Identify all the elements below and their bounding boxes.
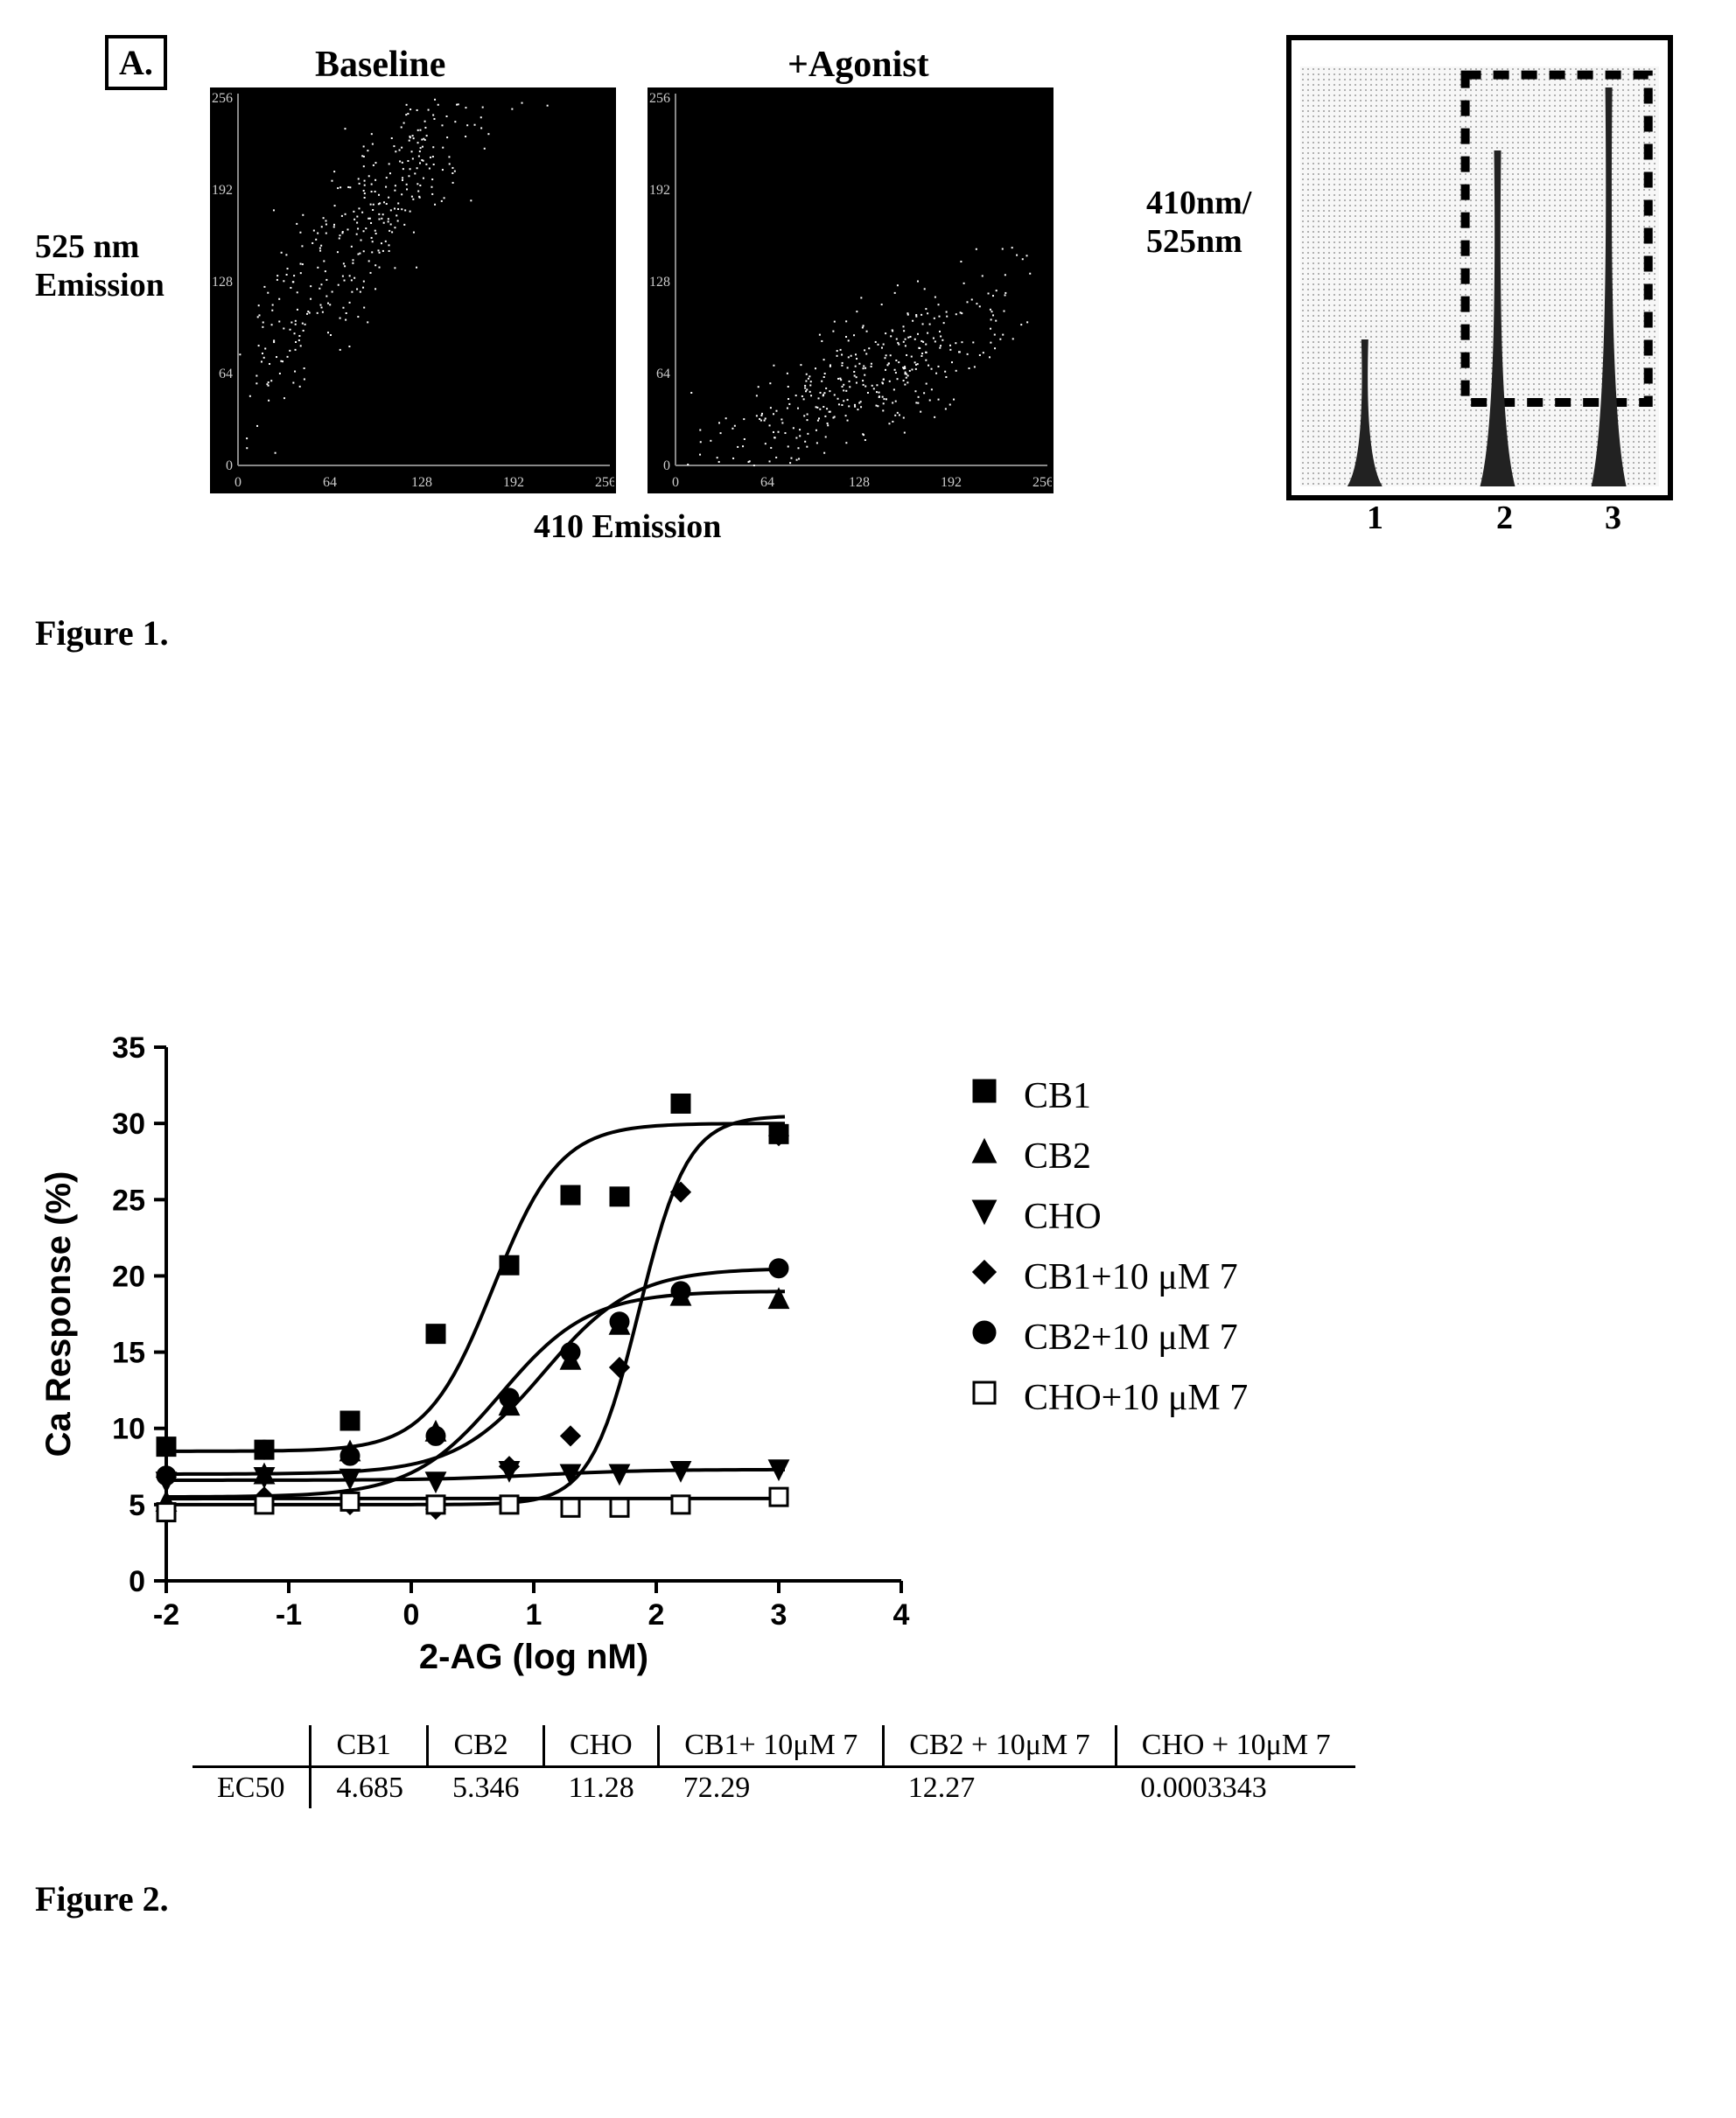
table-header: CB1+ 10μM 7	[659, 1725, 884, 1767]
svg-text:4: 4	[893, 1598, 910, 1632]
svg-text:3: 3	[771, 1598, 788, 1632]
svg-text:25: 25	[112, 1184, 145, 1217]
svg-text:2: 2	[648, 1598, 665, 1632]
figure-1-caption: Figure 1.	[35, 612, 1701, 654]
svg-text:192: 192	[941, 475, 962, 490]
table-header: CB1	[311, 1725, 428, 1767]
table-row-label: EC50	[192, 1767, 311, 1809]
legend-marker-icon	[962, 1073, 1006, 1118]
legend-marker-icon	[962, 1134, 1006, 1178]
svg-text:0: 0	[129, 1565, 145, 1598]
panel-b-tick: 2	[1496, 499, 1513, 537]
panel-a-agonist-title: +Agonist	[788, 44, 929, 86]
legend-marker-icon	[962, 1315, 1006, 1360]
svg-text:64: 64	[323, 475, 337, 490]
panel-a-baseline-plot: 00 64 64 128 128 192 192 256 256	[210, 87, 616, 493]
svg-text:5: 5	[129, 1489, 145, 1522]
svg-text:0: 0	[403, 1598, 420, 1632]
svg-text:2-AG (log nM): 2-AG (log nM)	[419, 1638, 648, 1676]
svg-text:64: 64	[656, 367, 670, 381]
legend-label: CB1+10 μM 7	[1024, 1256, 1238, 1298]
legend-item: CHO	[962, 1194, 1248, 1239]
figure-1: A. Baseline +Agonist 525 nm Emission 006…	[35, 35, 1698, 595]
svg-text:128: 128	[649, 275, 670, 290]
table-cell: 12.27	[884, 1767, 1116, 1809]
panel-b-tick: 3	[1605, 499, 1621, 537]
svg-text:35: 35	[112, 1031, 145, 1065]
svg-text:192: 192	[503, 475, 524, 490]
legend-label: CHO	[1024, 1196, 1102, 1238]
panel-b-plot-area	[1300, 66, 1659, 486]
legend-item: CHO+10 μM 7	[962, 1375, 1248, 1420]
table-header: CHO	[543, 1725, 658, 1767]
svg-text:256: 256	[1032, 475, 1052, 490]
table-header: CHO + 10μM 7	[1116, 1725, 1354, 1767]
svg-text:-2: -2	[153, 1598, 179, 1632]
panel-a-y-axis-label: 525 nm Emission	[35, 227, 164, 304]
figure-2: -2 -1 0 1 2 3 4 0 5 10 15 20 25 30 35 2-AG (log nM) Ca R…	[35, 1021, 1698, 1919]
svg-text:192: 192	[212, 183, 233, 198]
panel-a-label: A.	[105, 35, 167, 90]
table-cell: 4.685	[311, 1767, 428, 1809]
table-cell: 0.0003343	[1116, 1767, 1354, 1809]
svg-text:0: 0	[234, 475, 242, 490]
svg-text:15: 15	[112, 1337, 145, 1370]
svg-text:0: 0	[672, 475, 679, 490]
legend-item: CB1+10 μM 7	[962, 1255, 1248, 1299]
svg-text:64: 64	[760, 475, 774, 490]
dose-response-chart: -2 -1 0 1 2 3 4 0 5 10 15 20 25 30 35 2-AG (log nM) Ca R…	[35, 1021, 928, 1690]
svg-text:1: 1	[526, 1598, 542, 1632]
svg-text:0: 0	[663, 458, 670, 473]
panel-a-agonist-plot: 00 64 64 128 128 192 192 256 256	[648, 87, 1054, 493]
panel-b-tick: 1	[1367, 499, 1383, 537]
panel-a-x-axis-label: 410 Emission	[534, 507, 721, 546]
svg-text:10: 10	[112, 1413, 145, 1446]
svg-text:256: 256	[649, 91, 670, 106]
table-cell: 5.346	[428, 1767, 544, 1809]
legend-marker-icon	[962, 1194, 1006, 1239]
table-header: CB2 + 10μM 7	[884, 1725, 1116, 1767]
legend-item: CB2+10 μM 7	[962, 1315, 1248, 1360]
legend-label: CB2	[1024, 1136, 1091, 1178]
svg-text:Ca Response (%): Ca Response (%)	[39, 1171, 78, 1457]
figure-2-caption: Figure 2.	[35, 1878, 1698, 1919]
panel-a-baseline-title: Baseline	[315, 44, 445, 86]
legend-label: CB1	[1024, 1075, 1091, 1117]
table-header: CB2	[428, 1725, 544, 1767]
svg-text:192: 192	[649, 183, 670, 198]
svg-text:0: 0	[226, 458, 233, 473]
svg-text:64: 64	[219, 367, 233, 381]
svg-text:128: 128	[411, 475, 432, 490]
table-cell: 72.29	[659, 1767, 884, 1809]
svg-text:-1: -1	[276, 1598, 302, 1632]
svg-text:128: 128	[849, 475, 870, 490]
legend-item: CB1	[962, 1073, 1248, 1118]
legend-marker-icon	[962, 1375, 1006, 1420]
legend-label: CHO+10 μM 7	[1024, 1377, 1248, 1419]
legend-marker-icon	[962, 1255, 1006, 1299]
table-cell: 11.28	[543, 1767, 658, 1809]
svg-text:256: 256	[212, 91, 233, 106]
svg-text:20: 20	[112, 1260, 145, 1293]
svg-text:128: 128	[212, 275, 233, 290]
legend-label: CB2+10 μM 7	[1024, 1317, 1238, 1359]
chart-legend: CB1 CB2 CHO CB1+10 μM 7 CB2+10 μM 7 CHO+10 μM…	[962, 1073, 1248, 1436]
svg-text:30: 30	[112, 1108, 145, 1141]
ec50-table: CB1CB2CHOCB1+ 10μM 7CB2 + 10μM 7CHO + 10…	[192, 1725, 1355, 1808]
panel-b-y-axis-label: 410nm/ 525nm	[1146, 184, 1251, 261]
svg-text:256: 256	[595, 475, 614, 490]
legend-item: CB2	[962, 1134, 1248, 1178]
panel-b-box	[1286, 35, 1673, 500]
